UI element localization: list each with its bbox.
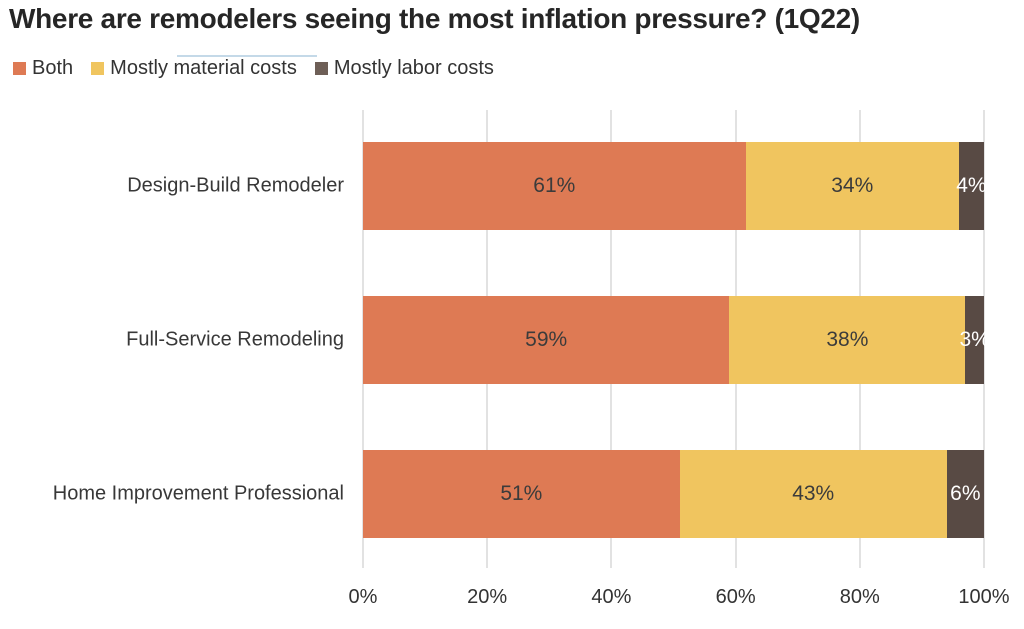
value-label: 3%	[959, 328, 990, 351]
x-tick-label: 20%	[467, 586, 508, 608]
bar-row: 61% 34% 4%	[363, 142, 987, 230]
value-label: 61%	[533, 174, 576, 197]
x-tick-label: 60%	[715, 586, 756, 608]
value-label: 4%	[956, 174, 987, 197]
value-label: 43%	[792, 482, 835, 505]
legend-swatch-both	[13, 62, 26, 75]
legend-item-material: Mostly material costs	[91, 57, 297, 80]
bar-segment-both: 59%	[363, 296, 730, 384]
x-tick-label: 0%	[348, 586, 378, 608]
bar-segment-mostly-material-costs: 38%	[729, 296, 966, 384]
legend: Both Mostly material costs Mostly labor …	[13, 57, 494, 80]
value-label: 59%	[525, 328, 568, 351]
x-tick-label: 40%	[591, 586, 632, 608]
bar-row: 51% 43% 6%	[363, 450, 984, 538]
legend-swatch-labor	[314, 62, 328, 75]
chart-title: Where are remodelers seeing the most inf…	[9, 3, 860, 34]
legend-label: Mostly material costs	[110, 57, 297, 79]
value-label: 38%	[826, 328, 869, 351]
value-label: 34%	[831, 174, 874, 197]
gridline	[983, 110, 985, 568]
legend-label: Mostly labor costs	[333, 57, 494, 79]
category-label: Full-Service Remodeling	[126, 328, 344, 351]
legend-item-both: Both	[13, 57, 73, 80]
bar-segment-mostly-material-costs: 43%	[679, 450, 947, 538]
value-label: 6%	[950, 482, 981, 505]
bar-segment-mostly-labor-costs: 3%	[959, 296, 990, 384]
bar-segment-mostly-material-costs: 34%	[745, 142, 959, 230]
value-label: 51%	[500, 482, 543, 505]
legend-swatch-material	[91, 62, 105, 75]
category-label: Home Improvement Professional	[52, 482, 344, 505]
bar-segment-both: 51%	[363, 450, 680, 538]
category-label: Design-Build Remodeler	[127, 174, 344, 197]
legend-label: Both	[32, 57, 74, 79]
x-tick-label: 80%	[839, 586, 880, 608]
bar-segment-mostly-labor-costs: 6%	[946, 450, 984, 538]
bar-row: 59% 38% 3%	[363, 296, 990, 384]
bar-segment-mostly-labor-costs: 4%	[956, 142, 987, 230]
legend-item-labor: Mostly labor costs	[314, 57, 494, 80]
underline-artifact	[177, 55, 317, 57]
bar-segment-both: 61%	[363, 142, 746, 230]
plot-area: 0% 20% 40% 60% 80% 100% 61% 34% 4% 59% 38% 3% 51% 43%…	[349, 110, 1010, 608]
x-tick-label: 100%	[958, 586, 1010, 608]
